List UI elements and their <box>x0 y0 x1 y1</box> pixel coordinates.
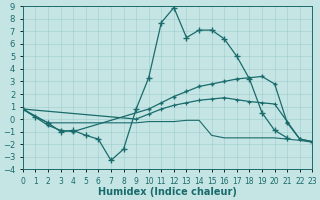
X-axis label: Humidex (Indice chaleur): Humidex (Indice chaleur) <box>98 187 237 197</box>
